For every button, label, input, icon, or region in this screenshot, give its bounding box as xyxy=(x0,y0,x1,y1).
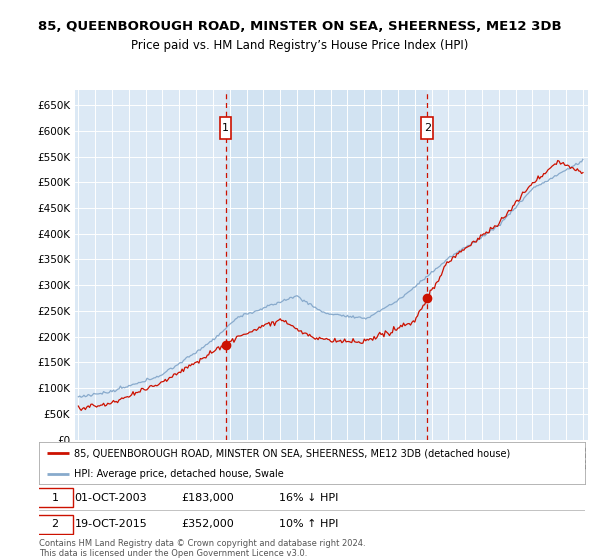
Text: Contains HM Land Registry data © Crown copyright and database right 2024.
This d: Contains HM Land Registry data © Crown c… xyxy=(39,539,365,558)
Text: 1: 1 xyxy=(222,123,229,133)
Text: 85, QUEENBOROUGH ROAD, MINSTER ON SEA, SHEERNESS, ME12 3DB (detached house): 85, QUEENBOROUGH ROAD, MINSTER ON SEA, S… xyxy=(74,449,511,458)
Text: HPI: Average price, detached house, Swale: HPI: Average price, detached house, Swal… xyxy=(74,469,284,479)
Text: 2: 2 xyxy=(424,123,431,133)
FancyBboxPatch shape xyxy=(36,515,73,534)
Text: 16% ↓ HPI: 16% ↓ HPI xyxy=(279,493,338,503)
FancyBboxPatch shape xyxy=(36,488,73,507)
Text: 85, QUEENBOROUGH ROAD, MINSTER ON SEA, SHEERNESS, ME12 3DB: 85, QUEENBOROUGH ROAD, MINSTER ON SEA, S… xyxy=(38,20,562,32)
Text: 2: 2 xyxy=(51,519,58,529)
FancyBboxPatch shape xyxy=(421,117,433,139)
Text: 01-OCT-2003: 01-OCT-2003 xyxy=(74,493,147,503)
Text: £183,000: £183,000 xyxy=(181,493,234,503)
Bar xyxy=(226,90,427,440)
FancyBboxPatch shape xyxy=(220,117,232,139)
Text: £352,000: £352,000 xyxy=(181,519,234,529)
Text: Price paid vs. HM Land Registry’s House Price Index (HPI): Price paid vs. HM Land Registry’s House … xyxy=(131,39,469,52)
Text: 10% ↑ HPI: 10% ↑ HPI xyxy=(279,519,338,529)
Text: 19-OCT-2015: 19-OCT-2015 xyxy=(74,519,147,529)
Text: 1: 1 xyxy=(52,493,58,503)
